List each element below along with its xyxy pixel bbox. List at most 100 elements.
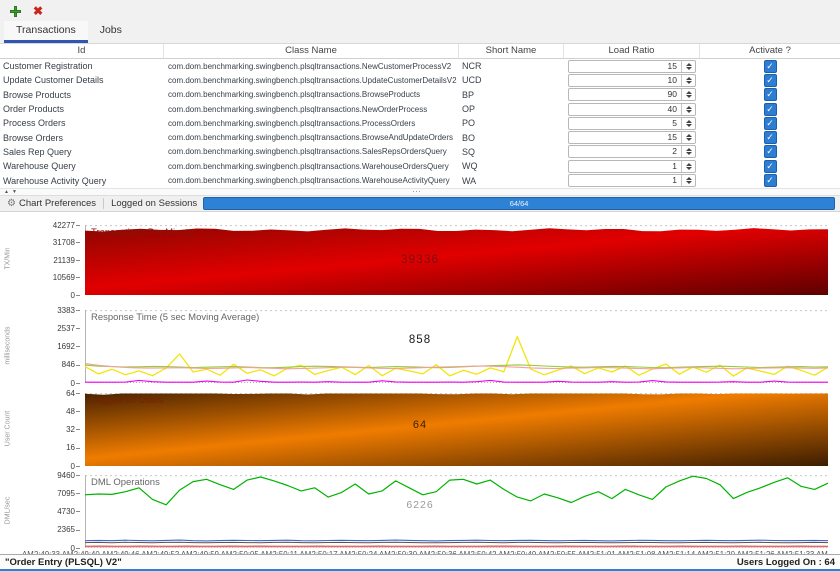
checkbox-checked[interactable]: [763, 145, 777, 159]
column-header-activate[interactable]: Activate ?: [749, 45, 791, 56]
y-tick-label: 64: [66, 389, 80, 398]
table-row[interactable]: Browse Orders com.dom.benchmarking.swingb…: [0, 130, 840, 145]
collapse-down-icon[interactable]: ▼: [11, 189, 17, 195]
load-ratio-spinner[interactable]: 1: [568, 159, 696, 173]
y-axis-ticks: 3383 2537 1692 846 0: [0, 306, 80, 388]
table-row[interactable]: Customer Registration com.dom.benchmarkin…: [0, 59, 840, 73]
spinner-buttons[interactable]: [681, 89, 695, 101]
benchmark-name-label: "Order Entry (PLSQL) V2": [5, 556, 122, 568]
spinner-down-icon[interactable]: [685, 109, 692, 113]
table-row[interactable]: Warehouse Activity Query com.dom.benchmar…: [0, 173, 840, 188]
status-bar: "Order Entry (PLSQL) V2" Users Logged On…: [0, 554, 840, 571]
table-row[interactable]: Process Orders com.dom.benchmarking.swing…: [0, 116, 840, 130]
spinner-up-icon[interactable]: [685, 62, 692, 66]
column-header-load-ratio[interactable]: Load Ratio: [564, 44, 700, 58]
spinner-up-icon[interactable]: [685, 148, 692, 152]
activate-cell: [700, 174, 840, 188]
spinner-buttons[interactable]: [681, 103, 695, 115]
tick-mark: [76, 328, 80, 330]
spinner-up-icon[interactable]: [685, 177, 692, 181]
spinner-buttons[interactable]: [681, 146, 695, 158]
tick-mark: [76, 493, 80, 495]
spinner-down-icon[interactable]: [685, 123, 692, 127]
tick-mark: [76, 529, 80, 531]
load-ratio-cell: 1: [564, 159, 700, 173]
load-ratio-spinner[interactable]: 15: [568, 131, 696, 145]
chart-logged-on-users: User Count 64 48 32 16 0 Logged on Users 64: [0, 389, 840, 471]
checkbox-checked[interactable]: [763, 73, 777, 87]
y-tick-label: 42277: [53, 221, 80, 230]
load-ratio-spinner[interactable]: 40: [568, 102, 696, 116]
checkbox-checked[interactable]: [763, 159, 777, 173]
spinner-up-icon[interactable]: [685, 76, 692, 80]
spinner-down-icon[interactable]: [685, 80, 692, 84]
transaction-id-cell: Warehouse Query: [3, 161, 76, 172]
add-icon[interactable]: [10, 5, 21, 17]
spinner-up-icon[interactable]: [685, 134, 692, 138]
splitter[interactable]: ▲ ▼ ⋯: [0, 186, 840, 196]
load-ratio-spinner[interactable]: 1: [568, 174, 696, 188]
checkbox-checked[interactable]: [763, 116, 777, 130]
series-green: [85, 475, 828, 506]
spinner-up-icon[interactable]: [685, 91, 692, 95]
checkbox-checked[interactable]: [763, 174, 777, 188]
spinner-buttons[interactable]: [681, 60, 695, 72]
table-row[interactable]: Order Products com.dom.benchmarking.swing…: [0, 102, 840, 116]
spinner-up-icon[interactable]: [685, 119, 692, 123]
checkbox-checked[interactable]: [763, 102, 777, 116]
table-row[interactable]: Sales Rep Query com.dom.benchmarking.swin…: [0, 145, 840, 159]
checkbox-checked[interactable]: [763, 88, 777, 102]
load-ratio-cell: 10: [564, 73, 700, 87]
tick-mark: [76, 242, 80, 244]
activate-cell: [700, 59, 840, 73]
short-name-cell: OP: [462, 104, 476, 115]
load-ratio-cell: 1: [564, 174, 700, 188]
load-ratio-spinner[interactable]: 90: [568, 88, 696, 102]
spinner-up-icon[interactable]: [685, 105, 692, 109]
load-ratio-spinner[interactable]: 15: [568, 59, 696, 73]
separator: [103, 198, 105, 209]
spinner-down-icon[interactable]: [685, 66, 692, 70]
activate-cell: [700, 159, 840, 173]
tab-jobs[interactable]: Jobs: [87, 21, 134, 43]
tick-mark: [76, 382, 80, 384]
spinner-down-icon[interactable]: [685, 138, 692, 142]
collapse-up-icon[interactable]: ▲: [4, 189, 9, 195]
chart-preferences-button[interactable]: Chart Preferences: [18, 198, 97, 209]
spinner-down-icon[interactable]: [685, 166, 692, 170]
spinner-buttons[interactable]: [681, 132, 695, 144]
tick-mark: [76, 259, 80, 261]
table-row[interactable]: Browse Products com.dom.benchmarking.swin…: [0, 88, 840, 102]
load-ratio-spinner[interactable]: 5: [568, 116, 696, 130]
spinner-buttons[interactable]: [681, 74, 695, 86]
load-ratio-value: 5: [672, 117, 677, 128]
spinner-up-icon[interactable]: [685, 162, 692, 166]
spinner-down-icon[interactable]: [685, 181, 692, 185]
spinner-buttons[interactable]: [681, 175, 695, 187]
column-header-class-name[interactable]: Class Name: [164, 44, 459, 58]
short-name-cell: NCR: [462, 61, 482, 72]
load-ratio-value: 15: [667, 60, 677, 71]
column-header-short-name[interactable]: Short Name: [459, 44, 564, 58]
checkbox-checked[interactable]: [763, 131, 777, 145]
table-row[interactable]: Warehouse Query com.dom.benchmarking.swin…: [0, 159, 840, 173]
spinner-buttons[interactable]: [681, 117, 695, 129]
splitter-grip-icon[interactable]: ⋯: [412, 186, 422, 196]
y-tick-label: 16: [66, 443, 80, 452]
spinner-buttons[interactable]: [681, 160, 695, 172]
spinner-down-icon[interactable]: [685, 152, 692, 156]
load-ratio-spinner[interactable]: 2: [568, 145, 696, 159]
y-tick-label: 48: [66, 407, 80, 416]
column-header-id[interactable]: Id: [0, 44, 164, 58]
tab-transactions[interactable]: Transactions: [4, 21, 88, 43]
close-icon[interactable]: ✖: [33, 3, 44, 18]
tick-mark: [76, 224, 80, 226]
tick-mark: [76, 465, 80, 467]
load-ratio-spinner[interactable]: 10: [568, 73, 696, 87]
table-row[interactable]: Update Customer Details com.dom.benchmark…: [0, 73, 840, 87]
activate-cell: [700, 102, 840, 116]
spinner-down-icon[interactable]: [685, 95, 692, 99]
tick-mark: [76, 547, 80, 549]
checkbox-checked[interactable]: [763, 59, 777, 73]
short-name-cell: BO: [462, 132, 476, 143]
